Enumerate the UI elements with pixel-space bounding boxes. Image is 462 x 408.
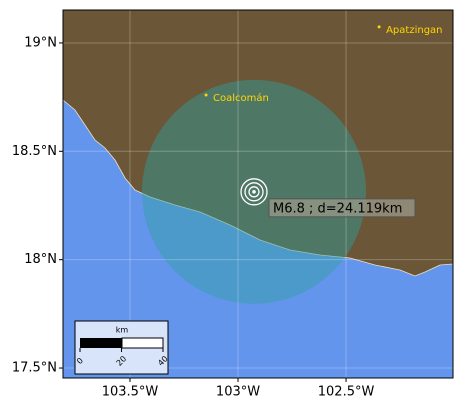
scale-tick-label: 0 bbox=[75, 356, 85, 366]
x-tick-label: 103.5°W bbox=[102, 385, 159, 400]
scale-unit: km bbox=[116, 326, 129, 335]
city-marker bbox=[204, 93, 208, 97]
epicenter-ring bbox=[244, 182, 264, 202]
event-label-box bbox=[268, 198, 416, 218]
map-frame bbox=[62, 9, 454, 379]
scale-segment bbox=[121, 337, 164, 349]
x-tick-label: 102.5°W bbox=[318, 385, 375, 400]
y-tick-label: 18.5°N bbox=[12, 144, 57, 159]
scale-bar: km bbox=[74, 320, 169, 375]
y-tick-label: 17.5°N bbox=[12, 361, 57, 376]
city-label: Coalcomán bbox=[213, 92, 269, 104]
city-label: Apatzingan bbox=[386, 25, 442, 36]
city-marker bbox=[377, 25, 381, 29]
scale-segment bbox=[80, 338, 122, 348]
epicenter bbox=[252, 190, 256, 194]
y-tick-label: 19°N bbox=[24, 35, 57, 50]
x-tick-label: 103°W bbox=[216, 385, 260, 400]
y-tick-label: 18°N bbox=[24, 252, 57, 267]
epicenter-ring bbox=[248, 186, 260, 198]
epicenter-ring bbox=[240, 178, 268, 206]
event-label: M6.8 ; d=24.119km bbox=[273, 201, 402, 216]
